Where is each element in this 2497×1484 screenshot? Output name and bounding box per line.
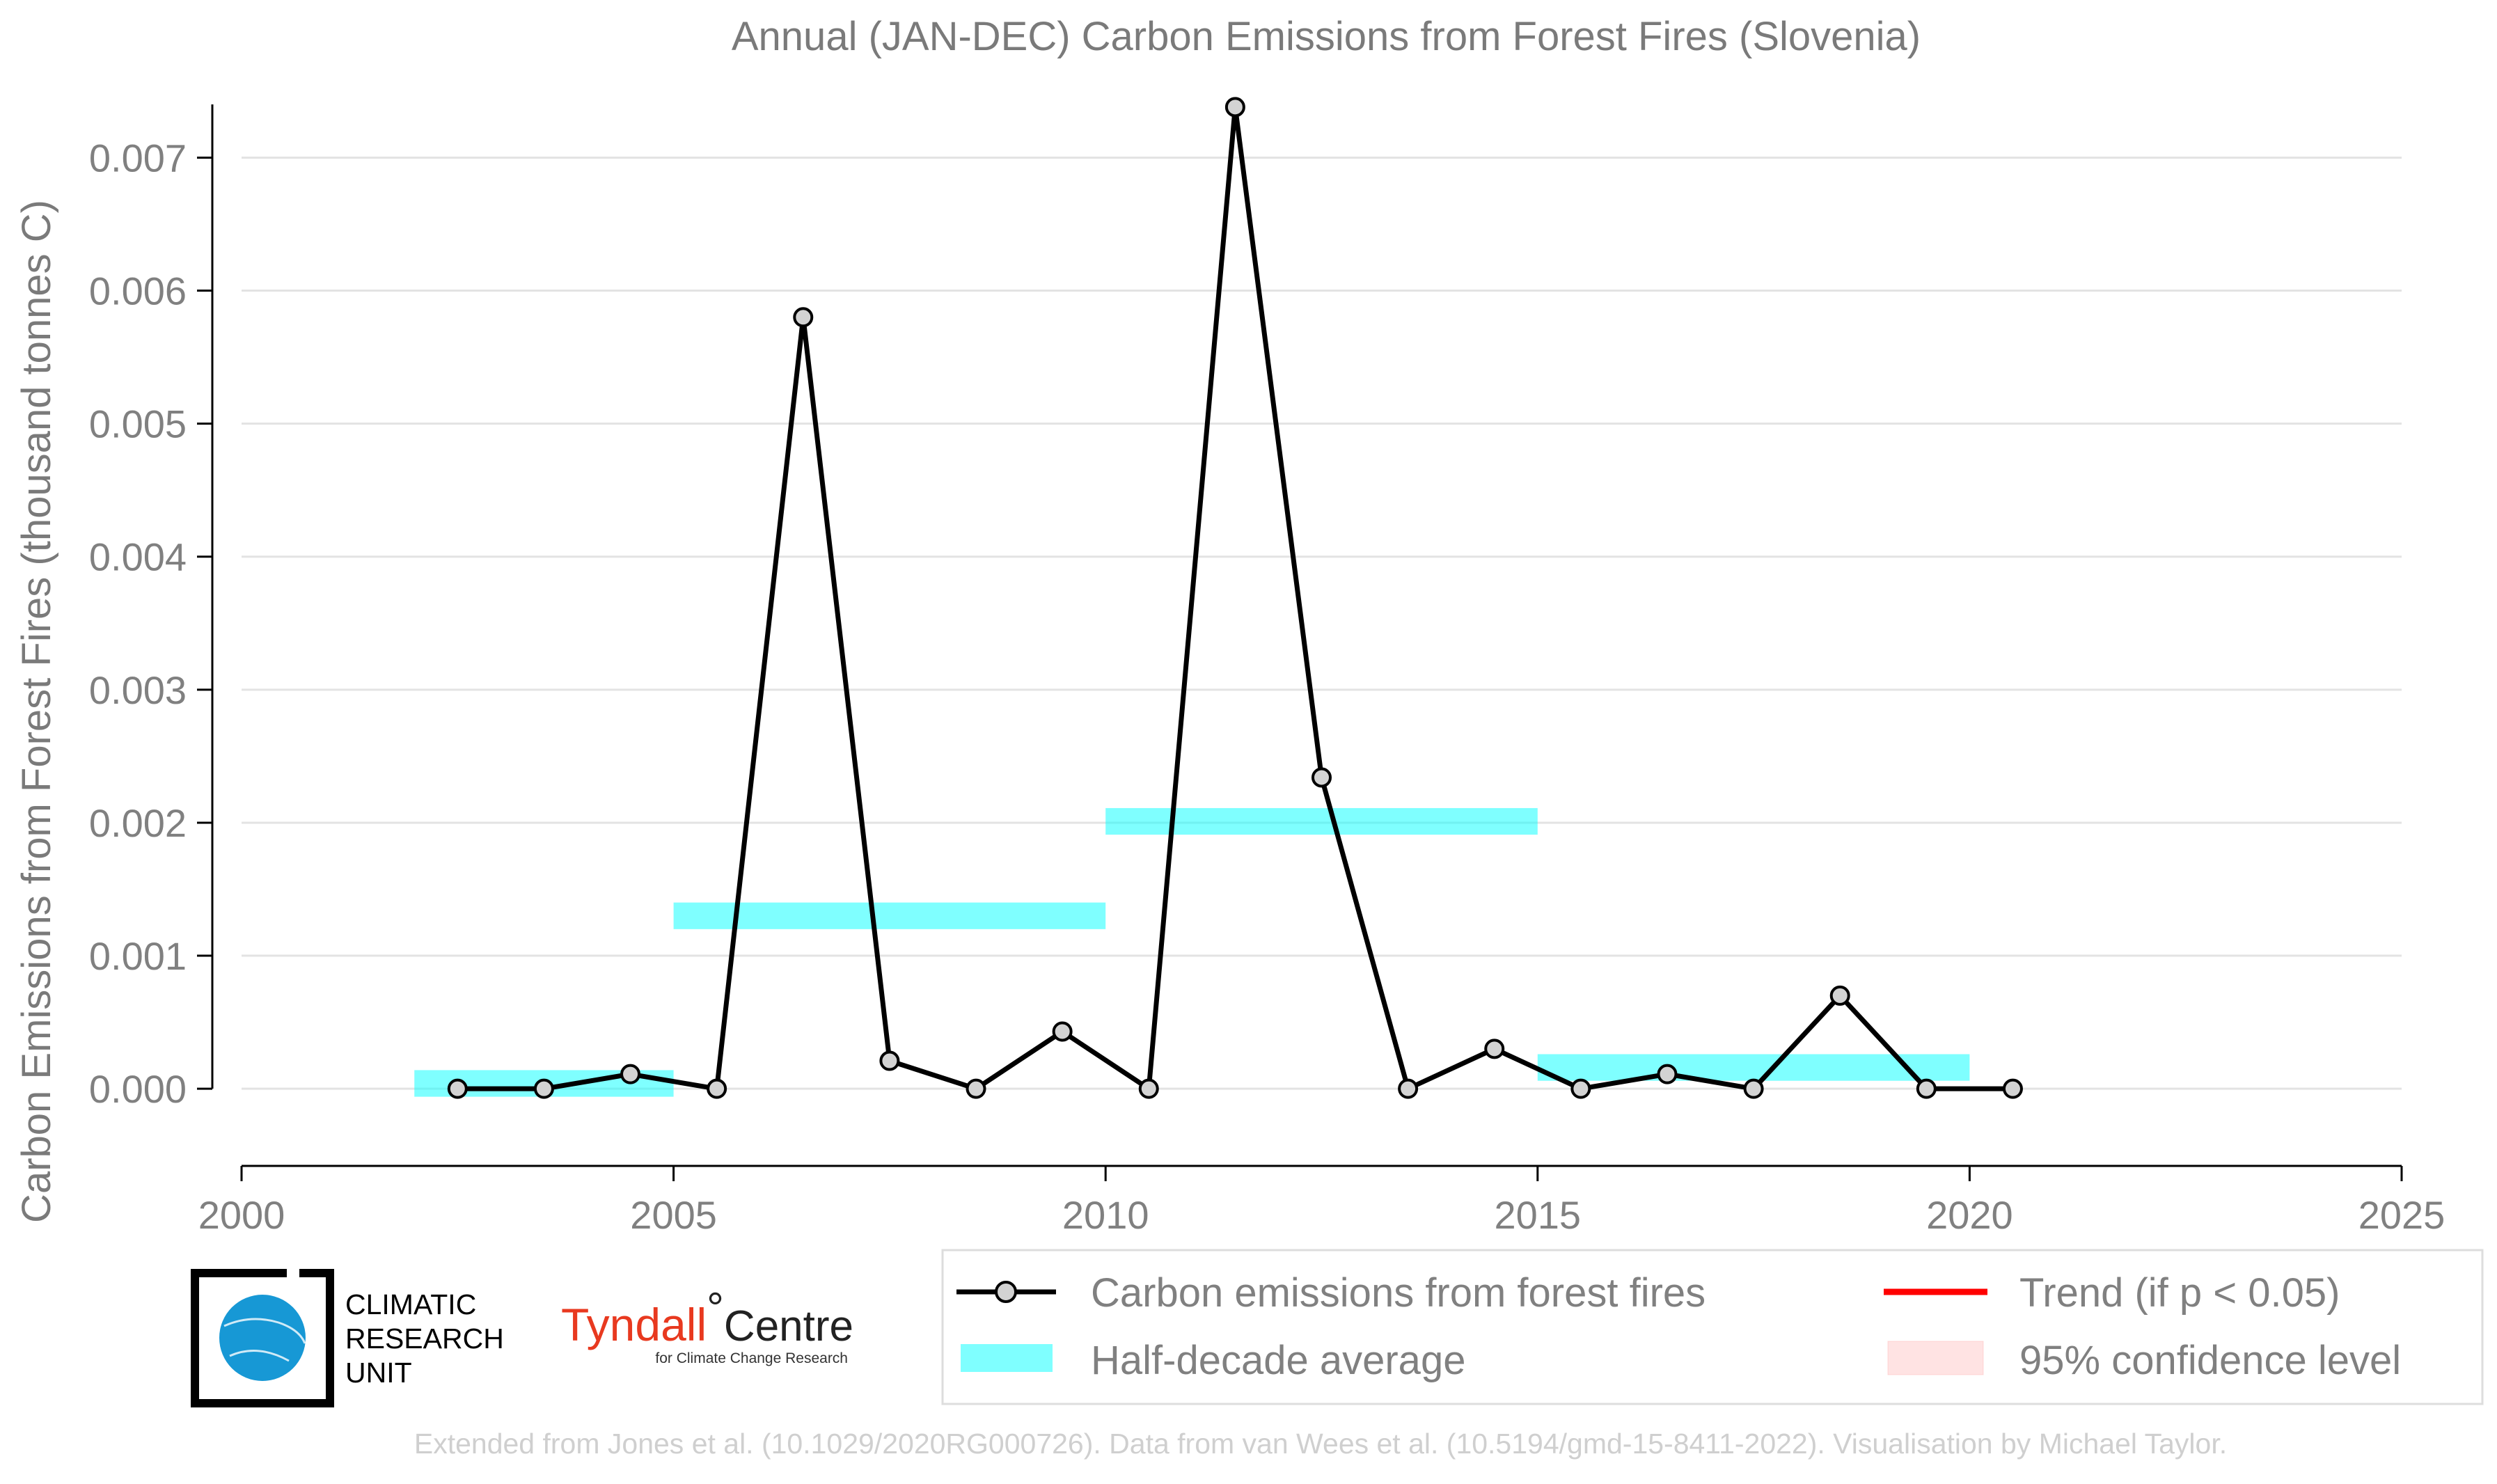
x-tick-label: 2010 — [1062, 1193, 1149, 1237]
data-point — [1052, 1021, 1073, 1042]
data-point — [1657, 1064, 1678, 1084]
y-tick-label: 0.002 — [89, 801, 187, 845]
data-point — [620, 1064, 641, 1084]
legend-swatch-emissions — [956, 1281, 1056, 1303]
tyndall-subtitle: for Climate Change Research — [655, 1350, 848, 1366]
tyndall-logo: Tyndall°Centre for Climate Change Resear… — [561, 1284, 853, 1366]
cru-line-1: CLIMATIC — [345, 1288, 476, 1320]
legend: Carbon emissions from forest fires Trend… — [941, 1249, 2484, 1405]
footer-credit: Extended from Jones et al. (10.1029/2020… — [414, 1428, 2227, 1460]
data-point — [1570, 1078, 1591, 1099]
gridlines — [242, 156, 2402, 1090]
x-tick-label: 2025 — [2358, 1193, 2445, 1237]
y-tick-label: 0.007 — [89, 136, 187, 180]
y-tick-label: 0.001 — [89, 934, 187, 978]
chart-title: Annual (JAN-DEC) Carbon Emissions from F… — [732, 14, 1921, 59]
data-point — [447, 1078, 468, 1099]
data-point — [879, 1050, 900, 1071]
data-point — [1916, 1078, 1937, 1099]
y-axis-label: Carbon Emissions from Forest Fires (thou… — [14, 200, 59, 1223]
data-point — [1224, 97, 1245, 118]
y-tick-label: 0.006 — [89, 269, 187, 313]
data-point — [1138, 1078, 1159, 1099]
y-tick-label: 0.004 — [89, 535, 187, 579]
legend-box — [941, 1249, 2484, 1405]
legend-label-trend: Trend (if p < 0.05) — [2019, 1270, 2340, 1316]
cru-line-3: UNIT — [345, 1357, 412, 1389]
y-tick-label: 0.003 — [89, 668, 187, 712]
data-point — [533, 1078, 554, 1099]
globe-icon — [219, 1295, 306, 1381]
legend-label-emissions: Carbon emissions from forest fires — [1091, 1270, 1706, 1316]
series-group — [447, 97, 2023, 1099]
data-point — [1829, 985, 1850, 1006]
series-line — [457, 104, 2013, 1091]
x-tick-label: 2005 — [630, 1193, 717, 1237]
y-tick-label: 0.005 — [89, 402, 187, 446]
data-point — [966, 1078, 986, 1099]
x-tick-label: 2000 — [198, 1193, 285, 1237]
cru-bracket-left — [191, 1269, 287, 1407]
data-point — [1398, 1078, 1419, 1099]
legend-label-half-decade: Half-decade average — [1091, 1338, 1465, 1383]
x-ticks: 2000 2005 2010 2015 2020 2025 — [198, 1166, 2445, 1237]
half-decade-bands — [414, 807, 1970, 1097]
axes — [211, 104, 2402, 1167]
tyndall-degree: ° — [707, 1284, 724, 1332]
x-tick-label: 2020 — [1926, 1193, 2013, 1237]
data-point — [1311, 767, 1332, 788]
tyndall-centre: Centre — [724, 1302, 853, 1350]
data-point — [2002, 1078, 2023, 1099]
legend-swatch-half-decade — [961, 1344, 1053, 1372]
cru-line-2: RESEARCH — [345, 1323, 504, 1355]
cru-logo: CLIMATIC RESEARCH UNIT — [191, 1269, 504, 1407]
cru-bracket-right — [226, 1269, 334, 1407]
data-point — [1484, 1039, 1505, 1059]
data-point — [1743, 1078, 1764, 1099]
y-ticks: 0.000 0.001 0.002 0.003 0.004 0.005 0.006 0.007 — [89, 136, 212, 1111]
half-decade-band — [1105, 807, 1538, 835]
legend-label-confidence: 95% confidence level — [2019, 1338, 2401, 1383]
data-point — [707, 1078, 727, 1099]
x-tick-label: 2015 — [1495, 1193, 1582, 1237]
data-point — [793, 307, 814, 328]
half-decade-band — [673, 902, 1106, 929]
svg-text:Tyndall°Centre: Tyndall°Centre — [561, 1284, 853, 1350]
y-tick-label: 0.000 — [89, 1067, 187, 1111]
tyndall-name: Tyndall — [561, 1299, 707, 1350]
legend-swatch-confidence — [1887, 1341, 1984, 1375]
